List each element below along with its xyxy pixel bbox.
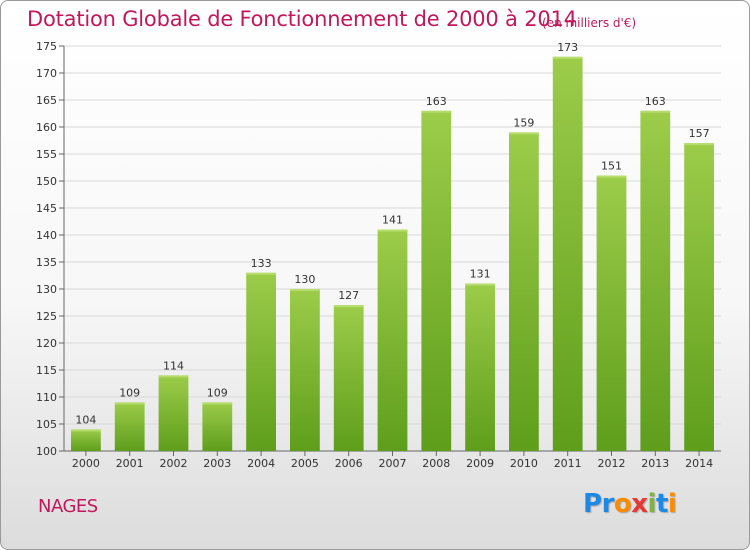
y-tick-label: 130 [36,283,57,296]
x-tick-label: 2009 [466,457,494,470]
chart-title: Dotation Globale de Fonctionnement de 20… [27,7,577,31]
data-label: 159 [513,116,534,129]
logo-letter: o [613,489,632,519]
bar-top-edge [114,402,145,405]
bar [377,229,408,451]
data-label: 133 [251,257,272,270]
data-label: 173 [557,41,578,54]
y-tick-label: 175 [36,40,57,53]
x-tick-label: 2011 [554,457,582,470]
bar [158,375,189,451]
y-tick-label: 170 [36,67,57,80]
y-tick-label: 115 [36,364,57,377]
y-tick-label: 105 [36,418,57,431]
bar [71,429,101,451]
x-tick-label: 2003 [203,457,231,470]
y-tick-label: 160 [36,121,57,134]
bar-top-edge [202,402,233,405]
bar-top-edge [552,56,583,59]
data-label: 127 [338,289,359,302]
bar [596,175,627,451]
data-label: 141 [382,214,403,227]
commune-name: NAGES [38,496,98,517]
bar [552,56,583,452]
proxiti-logo[interactable]: Proxiti [583,489,677,519]
bar [509,132,539,451]
x-tick-label: 2006 [335,457,363,470]
x-tick-label: 2010 [510,457,538,470]
data-label: 109 [207,386,228,399]
data-label: 104 [75,413,96,426]
y-tick-label: 135 [36,256,57,269]
bar-top-edge [596,175,627,178]
data-label: 130 [294,273,315,286]
x-tick-label: 2000 [72,457,100,470]
y-tick-label: 145 [36,202,57,215]
bar-top-edge [509,132,539,135]
bar [684,143,714,451]
y-tick-label: 110 [36,391,57,404]
y-tick-label: 165 [36,94,57,107]
bars [71,56,714,452]
logo-letter: P [583,489,602,519]
logo-letter: i [667,489,677,519]
x-tick-label: 2012 [598,457,626,470]
bar-top-edge [71,429,101,432]
bar [465,283,495,451]
x-tick-label: 2008 [422,457,450,470]
x-tick-label: 2013 [641,457,669,470]
x-tick-label: 2005 [291,457,319,470]
data-label: 114 [163,359,184,372]
y-tick-label: 140 [36,229,57,242]
y-tick-label: 125 [36,310,57,323]
bar-top-edge [333,305,364,308]
bar [246,272,276,451]
y-tick-label: 150 [36,175,57,188]
bar-top-edge [684,143,714,146]
bar-top-edge [377,229,408,232]
logo-letter: x [631,489,648,519]
data-label: 163 [645,95,666,108]
bar [114,402,145,451]
bar-top-edge [465,283,495,286]
y-tick-label: 120 [36,337,57,350]
y-tick-label: 100 [36,445,57,458]
x-tick-label: 2001 [116,457,144,470]
bar-top-edge [640,110,671,113]
data-label: 157 [689,127,710,140]
x-tick-label: 2002 [160,457,188,470]
labels: 104 109 114 109 133 130 127 141 163 131 159 173 151 1… [75,41,709,427]
bar [290,289,320,451]
bar [640,110,671,452]
bar [202,402,233,451]
bar-top-edge [290,289,320,291]
axes: 100 105 110 115 120 125 130 135 140 145 150 155 160 1… [36,40,721,470]
data-label: 163 [426,95,447,108]
bar-top-edge [246,272,276,275]
logo-letter: i [647,489,657,519]
data-label: 131 [470,268,491,281]
x-tick-label: 2007 [379,457,407,470]
logo-letter: r [601,489,615,519]
y-tick-label: 155 [36,148,57,161]
data-label: 109 [119,386,140,399]
data-label: 151 [601,160,622,173]
bar [421,110,452,452]
x-tick-label: 2014 [685,457,713,470]
x-tick-label: 2004 [247,457,275,470]
bar-top-edge [158,375,189,378]
bar-top-edge [421,110,452,113]
bar [333,305,364,451]
logo-letter: t [655,489,668,519]
chart-subtitle: (en milliers d'€) [542,16,637,30]
